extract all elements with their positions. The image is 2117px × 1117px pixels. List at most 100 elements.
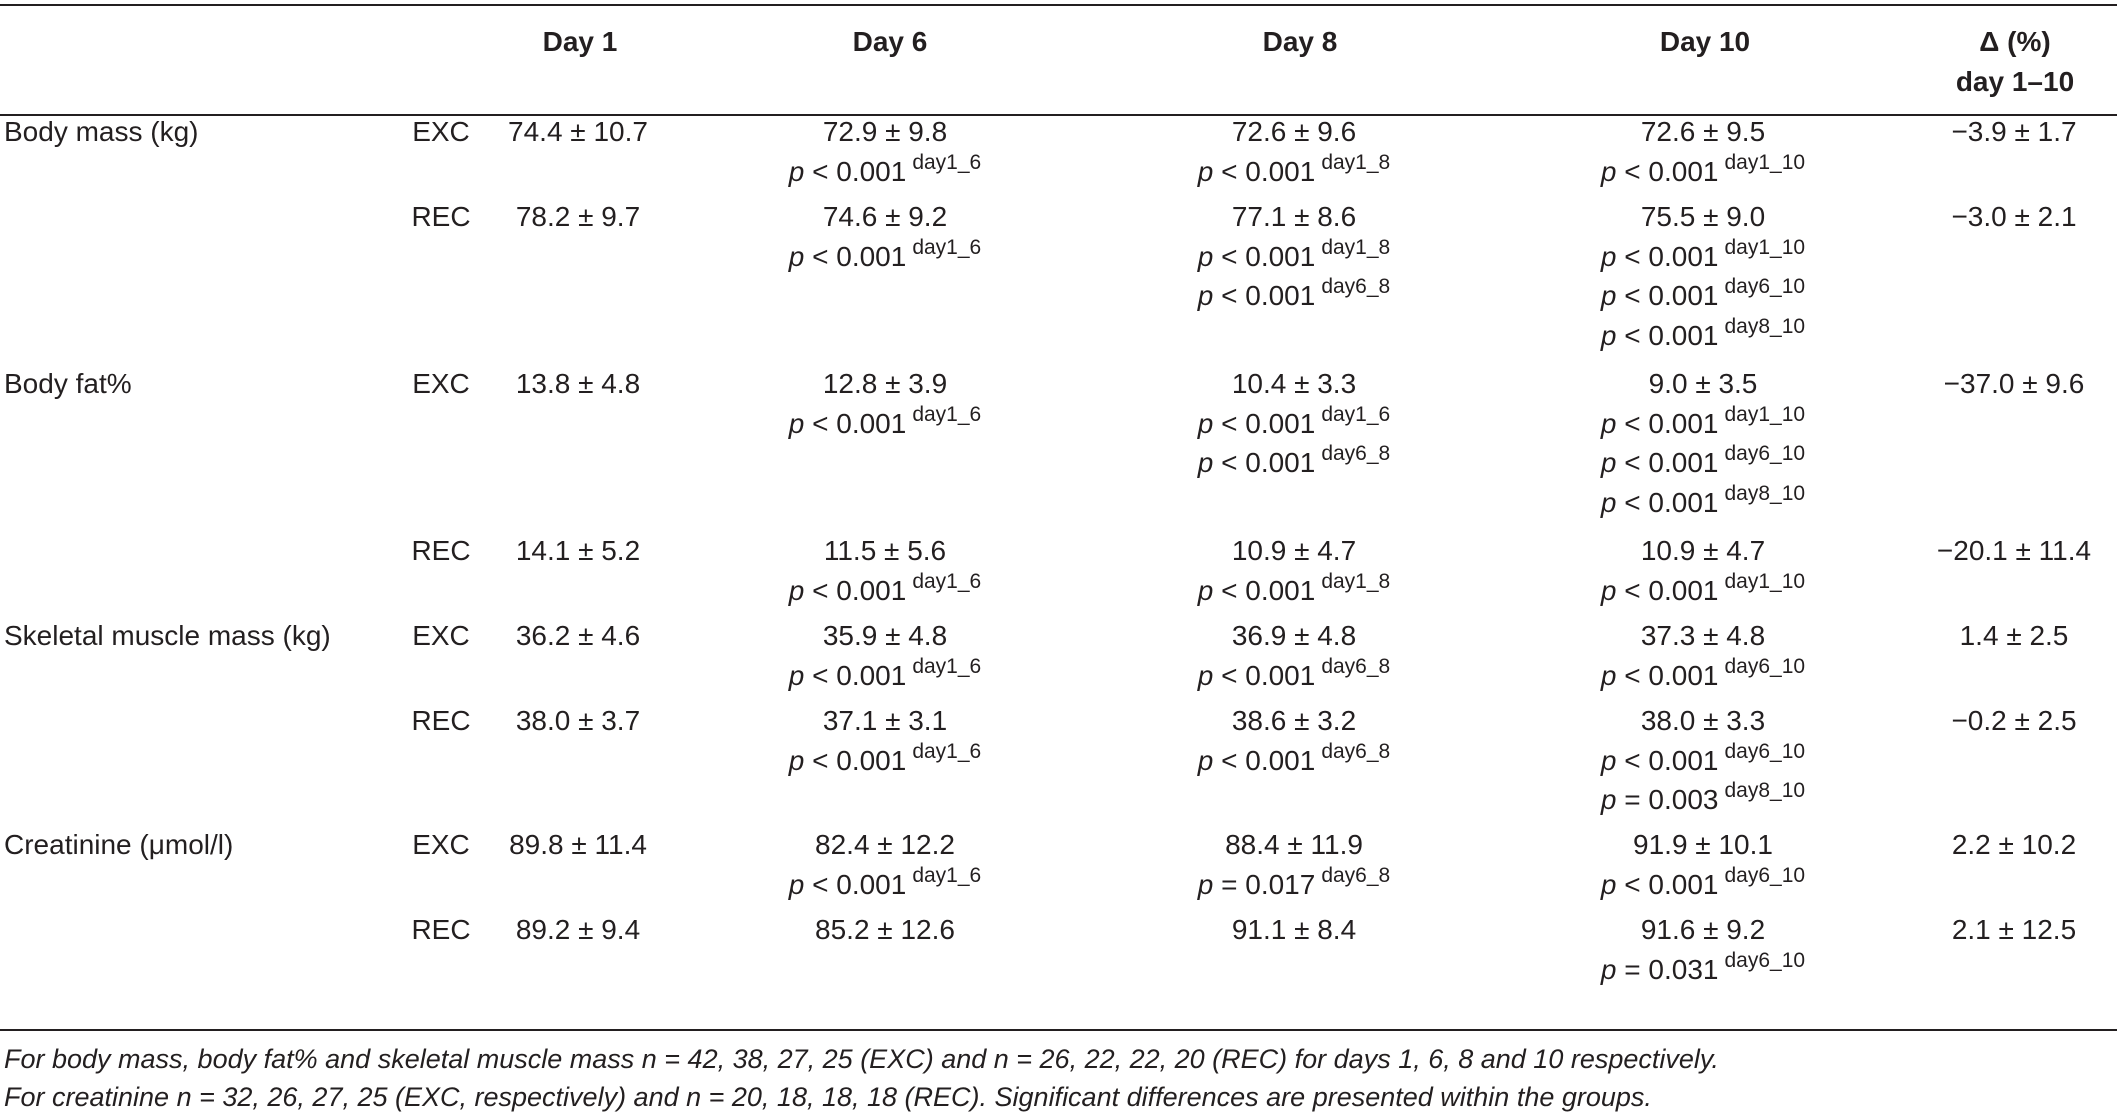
p-value: p < 0.001 day6_8 bbox=[1134, 442, 1454, 486]
p-symbol: p bbox=[1600, 240, 1617, 272]
p-comparison: < 0.001 bbox=[1221, 574, 1316, 606]
day1-value: 14.1 ± 5.2 bbox=[515, 535, 641, 566]
p-superscript: day6_8 bbox=[1321, 275, 1391, 298]
p-superscript: day1_6 bbox=[912, 235, 982, 259]
day10-value: 38.0 ± 3.3 bbox=[1640, 705, 1766, 736]
day10-value: 37.3 ± 4.8 bbox=[1640, 620, 1766, 651]
p-superscript: day1_8 bbox=[1321, 235, 1391, 259]
p-value: p < 0.001 day1_6 bbox=[725, 863, 1045, 908]
p-superscript: day6_10 bbox=[1724, 275, 1806, 298]
p-comparison: < 0.001 bbox=[812, 240, 907, 272]
p-value: p < 0.001 day6_10 bbox=[1543, 442, 1863, 486]
day10-value: 75.5 ± 9.0 bbox=[1640, 201, 1766, 232]
p-superscript: day1_6 bbox=[912, 654, 982, 678]
delta-value: 1.4 ± 2.5 bbox=[1959, 620, 2069, 651]
p-comparison: < 0.001 bbox=[812, 155, 907, 187]
p-comparison: < 0.001 bbox=[1221, 280, 1316, 311]
p-value: p < 0.001 day1_6 bbox=[1134, 403, 1454, 447]
p-superscript: day8_10 bbox=[1724, 779, 1806, 802]
p-symbol: p bbox=[788, 868, 805, 900]
p-superscript: day6_10 bbox=[1724, 654, 1806, 678]
p-value: p < 0.001 day1_8 bbox=[1134, 570, 1454, 614]
p-symbol: p bbox=[1600, 953, 1617, 985]
p-superscript: day1_10 bbox=[1724, 569, 1806, 593]
p-value: p < 0.001 day1_6 bbox=[725, 654, 1045, 699]
delta-value: −3.0 ± 2.1 bbox=[1951, 201, 2077, 232]
p-value: p < 0.001 day1_10 bbox=[1543, 569, 1863, 614]
p-value: p < 0.001 day6_10 bbox=[1543, 275, 1863, 319]
p-symbol: p bbox=[1197, 447, 1214, 478]
day8-value: 91.1 ± 8.4 bbox=[1231, 914, 1357, 945]
p-comparison: < 0.001 bbox=[1624, 744, 1719, 776]
header-rule bbox=[0, 114, 2117, 116]
day10-value: 72.6 ± 9.5 bbox=[1640, 116, 1766, 147]
day10-value: 10.9 ± 4.7 bbox=[1640, 535, 1766, 566]
day8-value: 77.1 ± 8.6 bbox=[1231, 201, 1357, 232]
p-symbol: p bbox=[788, 574, 805, 606]
p-superscript: day6_10 bbox=[1724, 863, 1806, 887]
p-symbol: p bbox=[1600, 659, 1617, 691]
p-comparison: < 0.001 bbox=[1624, 486, 1719, 518]
p-value: p < 0.001 day1_6 bbox=[725, 569, 1045, 614]
p-symbol: p bbox=[1600, 868, 1617, 900]
p-symbol: p bbox=[788, 744, 805, 776]
row-label: Skeletal muscle mass (kg) bbox=[4, 620, 331, 651]
p-symbol: p bbox=[1600, 319, 1617, 351]
group-label: REC bbox=[411, 535, 471, 566]
row-label: Body fat% bbox=[4, 368, 132, 399]
p-superscript: day6_8 bbox=[1321, 739, 1391, 763]
footnote-2: For creatinine n = 32, 26, 27, 25 (EXC, … bbox=[4, 1082, 1652, 1112]
footnote-1: For body mass, body fat% and skeletal mu… bbox=[4, 1044, 1719, 1074]
p-superscript: day6_10 bbox=[1724, 442, 1806, 465]
day6-value: 74.6 ± 9.2 bbox=[822, 201, 948, 232]
day6-value: 11.5 ± 5.6 bbox=[823, 535, 947, 566]
day8-value: 88.4 ± 11.9 bbox=[1225, 829, 1363, 860]
p-superscript: day6_8 bbox=[1321, 863, 1391, 887]
p-symbol: p bbox=[1600, 155, 1617, 187]
p-comparison: = 0.031 bbox=[1624, 953, 1719, 985]
p-symbol: p bbox=[1600, 407, 1617, 439]
p-comparison: < 0.001 bbox=[1624, 280, 1719, 311]
p-symbol: p bbox=[1197, 659, 1214, 691]
row-label: Creatinine (μmol/l) bbox=[4, 829, 234, 860]
p-value: p < 0.001 day8_10 bbox=[1543, 315, 1863, 359]
header-delta-line1: Δ (%) bbox=[1979, 26, 2051, 57]
p-comparison: < 0.001 bbox=[1624, 407, 1719, 439]
p-comparison: = 0.017 bbox=[1221, 868, 1316, 900]
p-comparison: < 0.001 bbox=[1221, 407, 1316, 439]
header-day1: Day 1 bbox=[542, 26, 618, 57]
p-value: p < 0.001 day1_10 bbox=[1543, 236, 1863, 280]
header-day6: Day 6 bbox=[852, 26, 928, 57]
p-superscript: day1_6 bbox=[912, 569, 982, 593]
p-superscript: day6_8 bbox=[1321, 654, 1391, 678]
p-comparison: < 0.001 bbox=[1624, 868, 1719, 900]
day6-value: 82.4 ± 12.2 bbox=[815, 829, 955, 860]
p-comparison: < 0.001 bbox=[1221, 659, 1316, 691]
group-label: EXC bbox=[412, 829, 470, 860]
day10-value: 9.0 ± 3.5 bbox=[1648, 368, 1758, 399]
p-superscript: day8_10 bbox=[1724, 481, 1806, 505]
p-value: p < 0.001 day1_6 bbox=[725, 403, 1045, 447]
day8-value: 36.9 ± 4.8 bbox=[1231, 620, 1357, 651]
day8-value: 72.6 ± 9.6 bbox=[1231, 116, 1357, 147]
p-comparison: < 0.001 bbox=[1624, 659, 1719, 691]
p-value: p < 0.001 day1_6 bbox=[725, 740, 1045, 784]
p-comparison: < 0.001 bbox=[812, 574, 907, 606]
group-label: EXC bbox=[412, 620, 470, 651]
header-day10: Day 10 bbox=[1659, 26, 1751, 57]
day6-value: 85.2 ± 12.6 bbox=[815, 914, 955, 945]
p-superscript: day6_10 bbox=[1724, 739, 1806, 763]
delta-value: −37.0 ± 9.6 bbox=[1943, 368, 2085, 399]
day10-value: 91.9 ± 10.1 bbox=[1633, 829, 1773, 860]
p-comparison: < 0.001 bbox=[1221, 240, 1316, 272]
p-comparison: < 0.001 bbox=[812, 659, 907, 691]
day1-value: 78.2 ± 9.7 bbox=[515, 201, 641, 232]
p-symbol: p bbox=[1197, 280, 1214, 311]
p-superscript: day1_6 bbox=[912, 150, 982, 174]
p-symbol: p bbox=[1197, 155, 1214, 187]
p-symbol: p bbox=[1600, 486, 1617, 518]
p-superscript: day1_6 bbox=[912, 863, 982, 887]
p-symbol: p bbox=[1197, 240, 1214, 272]
p-comparison: < 0.001 bbox=[1624, 574, 1719, 606]
row-label: Body mass (kg) bbox=[4, 116, 199, 147]
